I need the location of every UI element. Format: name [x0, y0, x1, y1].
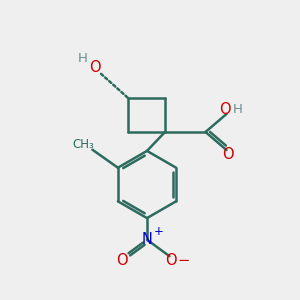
Text: O: O: [219, 102, 231, 117]
Text: H: H: [233, 103, 243, 116]
Text: −: −: [178, 253, 190, 268]
Text: O: O: [165, 253, 177, 268]
Text: N: N: [142, 232, 152, 247]
Text: CH₃: CH₃: [73, 138, 94, 151]
Text: H: H: [78, 52, 87, 65]
Text: O: O: [222, 147, 234, 162]
Text: +: +: [154, 225, 163, 238]
Text: O: O: [90, 60, 101, 75]
Text: O: O: [116, 253, 127, 268]
